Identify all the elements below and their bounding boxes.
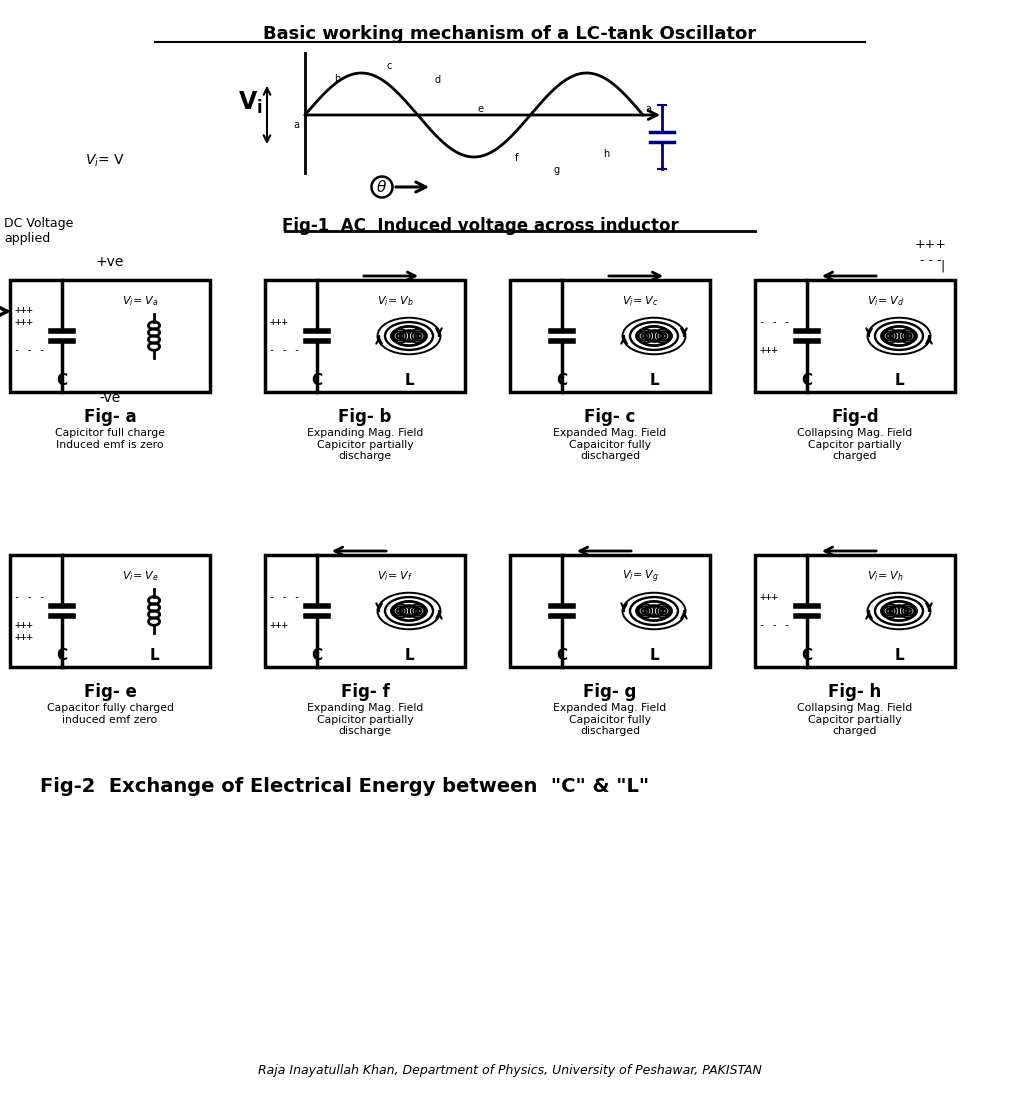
Text: +++: +++ [758, 592, 777, 602]
Text: - - -: - - - [919, 255, 941, 267]
Text: Collapsing Mag. Field
Capcitor partially
charged: Collapsing Mag. Field Capcitor partially… [797, 703, 912, 736]
Text: $\mathbf{V_i}$: $\mathbf{V_i}$ [237, 90, 262, 116]
Text: Expanded Mag. Field
Capaicitor fully
discharged: Expanded Mag. Field Capaicitor fully dis… [553, 703, 666, 736]
Bar [754, 280, 954, 392]
Text: Expanding Mag. Field
Capicitor partially
discharge: Expanding Mag. Field Capicitor partially… [307, 703, 423, 736]
Text: C: C [311, 373, 322, 388]
Text: Fig- c: Fig- c [584, 408, 635, 426]
Text: C: C [556, 648, 567, 663]
Text: c: c [386, 61, 391, 71]
Text: |: | [940, 260, 945, 273]
Text: +++: +++ [758, 344, 777, 355]
Bar [510, 555, 709, 667]
Text: +++: +++ [269, 620, 287, 630]
Text: $V_i$= $V_c$: $V_i$= $V_c$ [622, 295, 658, 308]
Text: Fig- a: Fig- a [84, 408, 137, 426]
Text: L: L [404, 648, 414, 663]
Text: - - -: - - - [758, 317, 790, 327]
Text: Fig- b: Fig- b [338, 408, 391, 426]
Bar [265, 555, 465, 667]
Bar [10, 555, 210, 667]
Bar [10, 280, 210, 392]
Text: $\theta$: $\theta$ [376, 179, 387, 195]
Bar [265, 280, 465, 392]
Text: +++: +++ [269, 317, 287, 327]
Text: a: a [644, 104, 650, 114]
Text: g: g [553, 165, 559, 176]
Text: $V_i$= $V_a$: $V_i$= $V_a$ [122, 295, 159, 308]
Text: +++
+++: +++ +++ [14, 305, 33, 327]
Text: Expanding Mag. Field
Capicitor partially
discharge: Expanding Mag. Field Capicitor partially… [307, 428, 423, 461]
Text: h: h [603, 149, 609, 159]
Text: L: L [894, 648, 903, 663]
Text: Basic working mechanism of a LC-tank Oscillator: Basic working mechanism of a LC-tank Osc… [263, 25, 756, 43]
Text: C: C [56, 648, 67, 663]
Text: C: C [556, 373, 567, 388]
Text: Fig-1  AC  Induced voltage across inductor: Fig-1 AC Induced voltage across inductor [281, 217, 678, 235]
Text: Capicitor full charge
Induced emf is zero: Capicitor full charge Induced emf is zer… [55, 428, 165, 450]
Text: +++: +++ [914, 238, 946, 251]
Text: +++
+++: +++ +++ [14, 620, 33, 642]
Text: - - -: - - - [14, 592, 45, 602]
Text: Fig- e: Fig- e [84, 683, 137, 701]
Text: C: C [311, 648, 322, 663]
Text: L: L [648, 373, 658, 388]
Text: Collapsing Mag. Field
Capcitor partially
charged: Collapsing Mag. Field Capcitor partially… [797, 428, 912, 461]
Text: Expanded Mag. Field
Capaicitor fully
discharged: Expanded Mag. Field Capaicitor fully dis… [553, 428, 666, 461]
Text: L: L [149, 648, 159, 663]
Text: L: L [648, 648, 658, 663]
Text: Fig- g: Fig- g [583, 683, 636, 701]
Text: DC Voltage
applied: DC Voltage applied [4, 217, 73, 245]
Text: $V_i$= $V_f$: $V_i$= $V_f$ [377, 569, 413, 584]
Text: L: L [894, 373, 903, 388]
Text: - - -: - - - [269, 592, 300, 602]
Text: - - -: - - - [14, 344, 45, 355]
Text: Fig- h: Fig- h [827, 683, 880, 701]
Text: $V_i$= $V_e$: $V_i$= $V_e$ [122, 569, 159, 584]
Text: +ve: +ve [96, 255, 124, 269]
Text: Fig-d: Fig-d [830, 408, 878, 426]
Text: - - -: - - - [269, 344, 300, 355]
Text: - - -: - - - [758, 620, 790, 630]
Text: -ve: -ve [99, 391, 120, 405]
Text: Fig-2  Exchange of Electrical Energy between  "C" & "L": Fig-2 Exchange of Electrical Energy betw… [40, 777, 648, 796]
Text: C: C [801, 648, 812, 663]
Text: $V_i$= $V_b$: $V_i$= $V_b$ [377, 295, 414, 308]
Text: $V_i$= $V_h$: $V_i$= $V_h$ [866, 569, 903, 584]
Text: C: C [801, 373, 812, 388]
Text: $V_i$= $V_g$: $V_i$= $V_g$ [622, 569, 658, 586]
Text: Raja Inayatullah Khan, Department of Physics, University of Peshawar, PAKISTAN: Raja Inayatullah Khan, Department of Phy… [258, 1064, 761, 1077]
Text: f: f [514, 152, 518, 162]
Text: Capacitor fully charged
induced emf zero: Capacitor fully charged induced emf zero [47, 703, 173, 725]
Text: L: L [404, 373, 414, 388]
Text: a: a [292, 120, 299, 131]
Text: Fig- f: Fig- f [340, 683, 389, 701]
Text: b: b [334, 75, 340, 84]
Text: $V_i$= $V_d$: $V_i$= $V_d$ [866, 295, 904, 308]
Text: C: C [56, 373, 67, 388]
Text: $V_i$= V: $V_i$= V [85, 152, 125, 169]
Bar [510, 280, 709, 392]
Bar [754, 555, 954, 667]
Text: e: e [477, 104, 483, 114]
Text: d: d [434, 76, 440, 86]
